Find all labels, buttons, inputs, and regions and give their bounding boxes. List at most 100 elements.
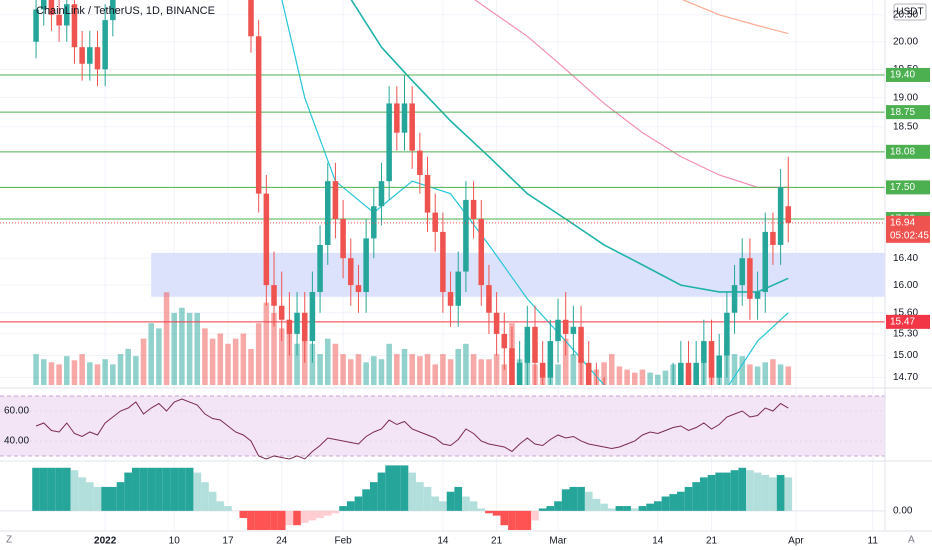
candle-body [432, 212, 438, 232]
candle-body [578, 326, 584, 363]
candle-body [424, 174, 431, 213]
candle-body [409, 103, 415, 151]
y-tick-label: 15.60 [893, 307, 918, 318]
macd-histogram-bar [776, 474, 785, 511]
candle-body [394, 103, 400, 133]
volume-bar [785, 366, 792, 385]
volume-bar [424, 354, 431, 385]
macd-histogram-bar [469, 501, 478, 511]
macd-histogram-bar [93, 486, 102, 511]
volume-bar [33, 354, 39, 385]
candle-body [102, 20, 108, 70]
candle-body [547, 341, 554, 378]
macd-histogram-bar [615, 506, 624, 511]
macd-histogram-bar [730, 470, 739, 511]
volume-bar [440, 354, 446, 385]
x-tick-label: 2022 [94, 536, 117, 547]
x-tick-label: 17 [222, 536, 234, 547]
volume-bar [286, 333, 293, 385]
candle-body [294, 312, 300, 334]
macd-histogram-bar [784, 477, 793, 511]
macd-histogram-bar [62, 467, 71, 511]
candle-body [739, 258, 745, 286]
macd-histogram-bar [39, 467, 48, 511]
candle-body [286, 319, 293, 334]
candle-body [87, 47, 93, 64]
macd-histogram-bar [377, 472, 386, 511]
candle-body [770, 231, 776, 245]
macd-histogram-bar [224, 506, 232, 511]
macd-histogram-bar [124, 472, 133, 511]
corner-left[interactable]: Z [6, 535, 12, 546]
volume-bar [371, 356, 377, 385]
macd-histogram-bar [354, 496, 363, 511]
macd-histogram-bar [339, 506, 347, 511]
macd-histogram-bar [277, 510, 286, 530]
macd-histogram-bar [285, 510, 294, 526]
candle-body [493, 312, 500, 334]
macd-histogram-bar [132, 467, 140, 511]
volume-bar [639, 369, 646, 385]
macd-histogram-bar [753, 472, 762, 511]
macd-pane [0, 465, 885, 530]
macd-histogram-bar [546, 506, 555, 511]
candle-body [708, 341, 715, 378]
macd-histogram-bar [108, 486, 117, 511]
volume-bar [271, 312, 277, 385]
rsi-pane: 60.00 40.00 [0, 395, 885, 460]
candle-body [386, 103, 392, 182]
macd-histogram-bar [531, 510, 539, 521]
volume-bar [64, 356, 70, 385]
candle-body [378, 181, 385, 207]
macd-histogram-bar [723, 472, 731, 511]
candle-body [463, 199, 469, 272]
volume-bar [570, 354, 577, 385]
macd-histogram-bar [477, 508, 486, 511]
volume-bar [608, 354, 615, 385]
macd-histogram-bar [208, 491, 217, 511]
macd-histogram-bar [423, 486, 432, 511]
level-badge [886, 180, 930, 195]
macd-histogram-bar [262, 510, 271, 530]
candle-body [56, 14, 62, 26]
symbol-title: ChainLink / TetherUS, 1D, BINANCE [36, 5, 215, 17]
volume-bar [363, 362, 369, 385]
macd-histogram-bar [500, 510, 509, 526]
level-badge [886, 314, 930, 329]
candle-body [271, 285, 277, 306]
candle-body [40, 0, 47, 10]
macd-histogram-bar [201, 482, 209, 511]
candle-body [71, 4, 78, 48]
volume-bar [255, 323, 262, 385]
candle-body [324, 181, 331, 245]
macd-histogram-bar [101, 486, 109, 511]
corner-right[interactable]: A [908, 535, 915, 546]
y-tick-label: 20.00 [893, 36, 918, 47]
macd-histogram-bar [216, 501, 225, 511]
volume-bar [248, 348, 254, 385]
macd-histogram-bar [116, 482, 125, 511]
candle-body [516, 362, 523, 385]
volume-bar [102, 359, 108, 385]
macd-histogram-bar [454, 486, 463, 511]
currency-box[interactable] [893, 3, 927, 21]
y-tick-label: 18.50 [893, 121, 918, 132]
volume-bar [386, 343, 392, 385]
volume-bar [125, 348, 131, 385]
candle-body [693, 362, 699, 385]
macd-histogram-bar [623, 506, 631, 511]
macd-histogram-bar [653, 501, 662, 511]
macd-histogram-bar [462, 496, 470, 511]
rsi-line [35, 398, 789, 460]
candle-body [678, 362, 684, 385]
candle-body [585, 362, 592, 385]
level-label: 17.50 [890, 182, 915, 193]
candle-body [486, 285, 492, 313]
volume-bar [770, 359, 776, 385]
candle-body [332, 181, 339, 219]
candle-body [79, 47, 85, 64]
volume-bar [378, 359, 385, 385]
volume-bar [148, 323, 154, 385]
candle-body [317, 244, 323, 292]
